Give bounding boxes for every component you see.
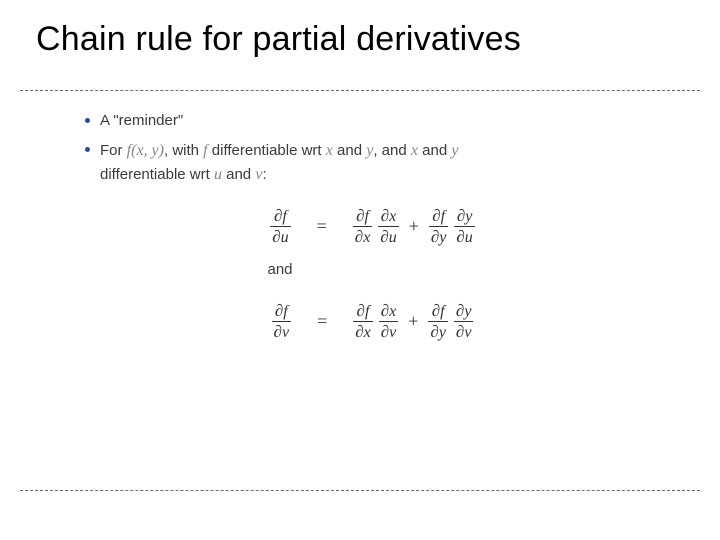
bullet-2-text: For f(x, y), with f differentiable wrt x… <box>100 139 660 187</box>
eq1-lhs: ∂f ∂u <box>270 207 290 248</box>
bullet-1-text: A "reminder" <box>100 110 660 133</box>
divider-bottom <box>20 490 700 491</box>
b2-mid1: , with <box>164 142 203 159</box>
b2-y2: y <box>451 142 458 159</box>
b2-f: f <box>203 142 207 159</box>
b2-and2: and <box>418 142 451 159</box>
eq1-equals: = <box>317 213 327 240</box>
b2-colon: : <box>262 166 266 183</box>
b2-fxy: f(x, y) <box>127 142 164 159</box>
bullet-2: For f(x, y), with f differentiable wrt x… <box>85 139 660 187</box>
content-area: A "reminder" For f(x, y), with f differe… <box>85 110 660 350</box>
b2-v: v <box>255 166 262 183</box>
equation-2: ∂f ∂v = ∂f ∂x ∂x ∂v + ∂f ∂y ∂y <box>85 302 660 343</box>
bullet-dot-icon <box>85 147 90 152</box>
b2-y: y <box>366 142 373 159</box>
eq2-lhs: ∂f ∂v <box>272 302 292 343</box>
page-title: Chain rule for partial derivatives <box>0 0 720 59</box>
b2-line2a: differentiable wrt <box>100 166 214 183</box>
b2-pre: For <box>100 142 127 159</box>
b2-mid2: differentiable wrt <box>208 142 326 159</box>
b2-mid3: , and <box>373 142 411 159</box>
b2-x2: x <box>411 142 418 159</box>
and-connector: and <box>255 259 305 282</box>
bullet-1: A "reminder" <box>85 110 660 133</box>
bullet-dot-icon <box>85 118 90 123</box>
b2-u: u <box>214 166 222 183</box>
b2-and3: and <box>222 166 255 183</box>
eq2-equals: = <box>317 308 327 335</box>
b2-and1: and <box>333 142 366 159</box>
equation-1: ∂f ∂u = ∂f ∂x ∂x ∂u + ∂f ∂y ∂y <box>85 207 660 248</box>
b2-x: x <box>326 142 333 159</box>
eq2-rhs: ∂f ∂x ∂x ∂v + ∂f ∂y ∂y ∂v <box>353 302 473 343</box>
divider-top <box>20 90 700 91</box>
eq1-rhs: ∂f ∂x ∂x ∂u + ∂f ∂y ∂y ∂u <box>353 207 475 248</box>
